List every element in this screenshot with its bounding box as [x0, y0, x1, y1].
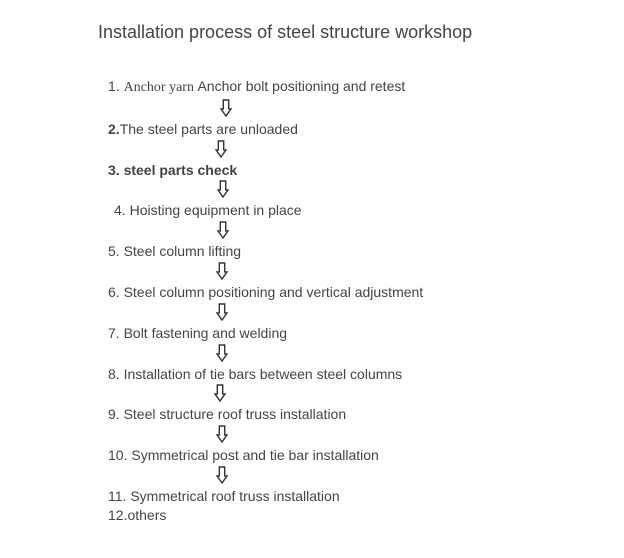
step-4: 4. Hoisting equipment in place — [108, 202, 588, 219]
arrow-icon — [217, 180, 588, 200]
step-num: 10. — [108, 447, 127, 463]
step-8: 8. Installation of tie bars between stee… — [108, 366, 588, 383]
arrow-icon — [220, 99, 588, 119]
step-num: 5. — [108, 243, 120, 259]
step-text: Anchor bolt positioning and retest — [197, 78, 405, 94]
step-num: 7. — [108, 325, 120, 341]
step-text: The steel parts are unloaded — [120, 121, 298, 137]
arrow-icon — [216, 466, 588, 486]
step-3: 3. steel parts check — [108, 162, 588, 179]
arrow-icon — [216, 344, 588, 364]
step-num: 11. — [108, 488, 126, 504]
step-5: 5. Steel column lifting — [108, 243, 588, 260]
step-num: 3. — [108, 162, 120, 178]
arrow-icon — [216, 303, 588, 323]
step-text: Steel column positioning and vertical ad… — [120, 284, 424, 300]
arrow-icon — [215, 140, 588, 160]
step-2: 2.The steel parts are unloaded — [108, 121, 588, 138]
step-text: steel parts check — [120, 162, 238, 178]
step-12: 12.others — [108, 507, 588, 524]
step-text: Symmetrical post and tie bar installatio… — [127, 447, 378, 463]
step-text: Hoisting equipment in place — [126, 202, 302, 218]
step-10: 10. Symmetrical post and tie bar install… — [108, 447, 588, 464]
step-num: 2. — [108, 121, 120, 137]
step-6: 6. Steel column positioning and vertical… — [108, 284, 588, 301]
step-text: others — [127, 507, 166, 523]
step-9: 9. Steel structure roof truss installati… — [108, 406, 588, 423]
step-text: Bolt fastening and welding — [120, 325, 287, 341]
step-11: 11. Symmetrical roof truss installation — [108, 488, 588, 505]
step-num: 9. — [108, 406, 120, 422]
step-1: 1. Anchor yarn Anchor bolt positioning a… — [108, 78, 588, 97]
step-text: Steel column lifting — [120, 243, 241, 259]
step-num: 6. — [108, 284, 120, 300]
arrow-icon — [216, 262, 588, 282]
step-num: 8. — [108, 366, 120, 382]
step-prefix: Anchor yarn — [124, 80, 198, 95]
step-num: 1. — [108, 78, 120, 94]
page-title: Installation process of steel structure … — [98, 22, 472, 43]
flowchart: 1. Anchor yarn Anchor bolt positioning a… — [108, 78, 588, 526]
step-num: 4. — [114, 202, 126, 218]
step-7: 7. Bolt fastening and welding — [108, 325, 588, 342]
step-num: 12. — [108, 507, 127, 523]
arrow-icon — [216, 425, 588, 445]
arrow-icon — [217, 221, 588, 241]
step-text: Steel structure roof truss installation — [120, 406, 346, 422]
step-text: Installation of tie bars between steel c… — [120, 366, 403, 382]
step-text: Symmetrical roof truss installation — [126, 488, 339, 504]
arrow-icon — [214, 384, 588, 404]
